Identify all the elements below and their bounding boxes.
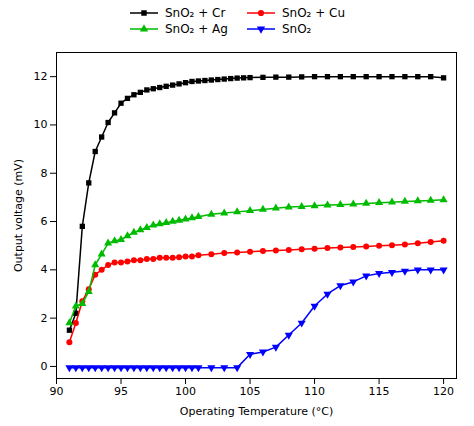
svg-text:105: 105 <box>240 385 261 398</box>
svg-text:6: 6 <box>41 215 48 228</box>
svg-text:12: 12 <box>34 70 48 83</box>
svg-text:110: 110 <box>304 385 325 398</box>
svg-text:90: 90 <box>50 385 64 398</box>
svg-text:Output voltage (mV): Output voltage (mV) <box>12 159 25 272</box>
svg-text:Operating Temperature (°C): Operating Temperature (°C) <box>180 405 333 418</box>
svg-text:95: 95 <box>114 385 128 398</box>
svg-text:4: 4 <box>41 263 48 276</box>
svg-text:115: 115 <box>369 385 390 398</box>
svg-text:2: 2 <box>41 312 48 325</box>
svg-text:8: 8 <box>41 167 48 180</box>
svg-text:120: 120 <box>433 385 454 398</box>
html-text:SnO₂: SnO₂ <box>281 22 312 36</box>
html-text:SnO₂ + Cu: SnO₂ + Cu <box>281 6 346 20</box>
svg-text:10: 10 <box>34 118 48 131</box>
svg-text:0: 0 <box>41 360 48 373</box>
svg-text:100: 100 <box>175 385 196 398</box>
html-text:SnO₂ + Cr: SnO₂ + Cr <box>164 6 226 20</box>
html-text:SnO₂ + Ag: SnO₂ + Ag <box>164 22 228 36</box>
